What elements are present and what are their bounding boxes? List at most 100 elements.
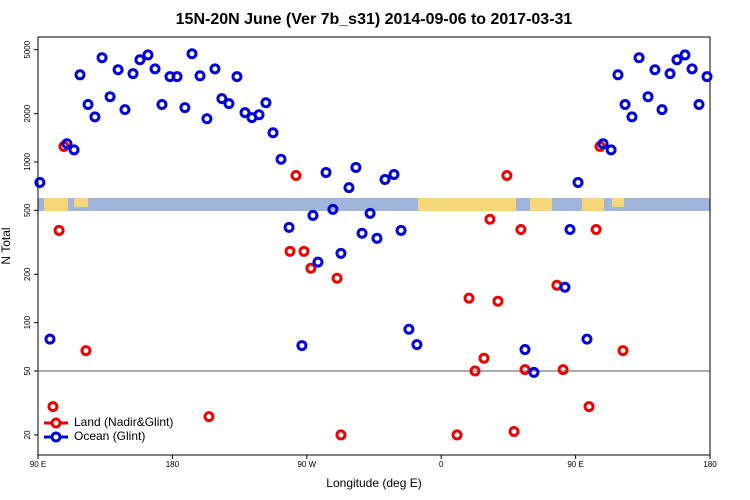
point: [203, 411, 215, 423]
point: [451, 429, 463, 441]
point: [186, 48, 198, 60]
point: [343, 182, 355, 194]
y-tick-label: 2000: [23, 104, 32, 122]
point: [142, 49, 154, 61]
point: [260, 97, 272, 109]
point: [312, 256, 324, 268]
point: [239, 107, 251, 119]
legend: Land (Nadir&Glint)Ocean (Glint): [44, 415, 173, 443]
point: [619, 99, 631, 111]
point: [68, 144, 80, 156]
y-tick-label: 100: [23, 315, 32, 329]
map-strip: [38, 198, 710, 211]
point: [371, 232, 383, 244]
point: [463, 292, 475, 304]
point: [61, 138, 73, 150]
point: [664, 68, 676, 80]
point: [642, 91, 654, 103]
point: [605, 144, 617, 156]
point: [231, 71, 243, 83]
point: [331, 272, 343, 284]
point: [298, 245, 310, 257]
point: [590, 224, 602, 236]
point: [127, 68, 139, 80]
point: [501, 170, 513, 182]
point: [80, 345, 92, 357]
point: [335, 247, 347, 259]
x-tick-label: 90 E: [567, 460, 583, 469]
point: [179, 102, 191, 114]
point: [379, 174, 391, 186]
point: [528, 366, 540, 378]
legend-label: Land (Nadir&Glint): [74, 415, 173, 429]
point: [267, 127, 279, 139]
point: [104, 91, 116, 103]
point: [633, 52, 645, 64]
point: [112, 64, 124, 76]
point: [156, 99, 168, 111]
point: [335, 429, 347, 441]
point: [581, 333, 593, 345]
point: [508, 426, 520, 438]
legend-marker: [50, 417, 62, 429]
point: [403, 323, 415, 335]
point: [74, 69, 86, 81]
point: [679, 49, 691, 61]
point: [671, 54, 683, 66]
y-axis-label: N Total: [0, 227, 13, 264]
point: [583, 401, 595, 413]
point: [519, 344, 531, 356]
point: [327, 203, 339, 215]
point: [305, 262, 317, 274]
x-tick-label: 90 E: [30, 460, 46, 469]
point: [515, 224, 527, 236]
x-tick-label: 0: [439, 460, 444, 469]
point: [411, 339, 423, 351]
point: [686, 63, 698, 75]
point: [89, 111, 101, 123]
point: [253, 109, 265, 121]
point: [283, 221, 295, 233]
point: [656, 104, 668, 116]
point: [557, 364, 569, 376]
point: [693, 99, 705, 111]
point: [47, 401, 59, 413]
point: [284, 245, 296, 257]
point: [469, 365, 481, 377]
x-tick-label: 180: [703, 460, 717, 469]
point: [572, 177, 584, 189]
point: [626, 111, 638, 123]
x-axis-label: Longitude (deg E): [326, 476, 421, 490]
legend-label: Ocean (Glint): [74, 429, 145, 443]
point: [216, 93, 228, 105]
point: [388, 169, 400, 181]
point: [395, 224, 407, 236]
point: [617, 345, 629, 357]
point: [559, 281, 571, 293]
y-tick-label: 20: [23, 430, 32, 439]
point: [149, 63, 161, 75]
y-tick-label: 50: [23, 366, 32, 375]
point: [320, 167, 332, 179]
point: [478, 352, 490, 364]
point: [53, 224, 65, 236]
point: [484, 213, 496, 225]
x-tick-label: 180: [166, 460, 180, 469]
x-tick-label: 90 W: [297, 460, 316, 469]
point: [649, 64, 661, 76]
y-tick-label: 200: [23, 267, 32, 281]
point: [612, 69, 624, 81]
point: [307, 209, 319, 221]
point: [96, 52, 108, 64]
point: [44, 333, 56, 345]
point: [171, 71, 183, 83]
point: [34, 177, 46, 189]
point: [492, 295, 504, 307]
point: [201, 113, 213, 125]
point: [134, 54, 146, 66]
point: [275, 153, 287, 165]
plot-frame: [37, 36, 711, 456]
chart-title: 15N-20N June (Ver 7b_s31) 2014-09-06 to …: [176, 11, 573, 28]
y-tick-label: 500: [23, 203, 32, 217]
